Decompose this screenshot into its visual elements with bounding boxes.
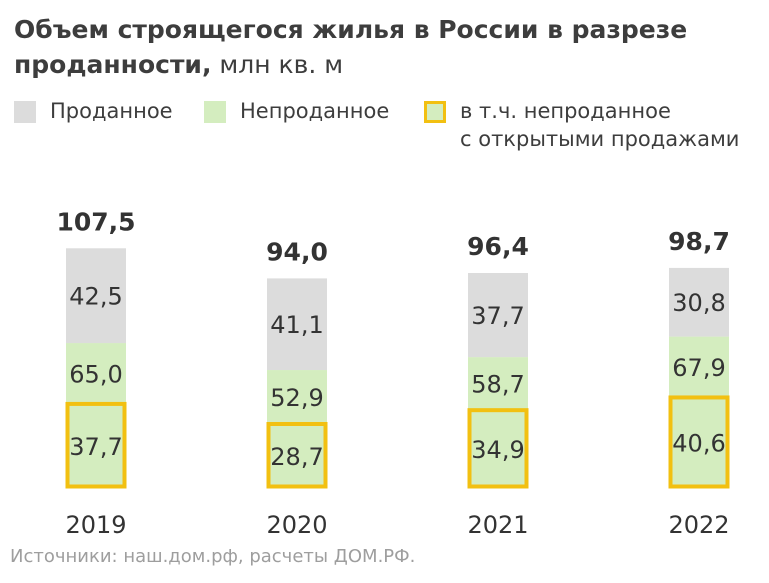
legend-label-unsold: Непроданное <box>240 99 390 123</box>
chart-title-unit: млн кв. м <box>219 50 344 79</box>
chart-title-text: Объем строящегося жилья в России в разре… <box>14 15 688 79</box>
legend-item-unsold-open-sales: в т.ч. непроданное с открытыми продажами <box>424 97 739 153</box>
label-open-sales-2022: 40,6 <box>672 430 725 458</box>
label-sold-2019: 42,5 <box>69 283 122 311</box>
legend-swatch-unsold-open-sales <box>424 101 446 123</box>
source-note: Источники: наш.дом.рф, расчеты ДОМ.РФ. <box>10 546 416 567</box>
bar-sold-2022 <box>669 267 729 337</box>
bar-open-sales-outline-2020 <box>266 421 328 489</box>
x-tick-2019: 2019 <box>65 511 126 539</box>
chart-title: Объем строящегося жилья в России в разре… <box>14 12 759 82</box>
bar-unsold-2020 <box>267 370 327 488</box>
bar-sold-2021 <box>468 273 528 358</box>
x-tick-2022: 2022 <box>668 511 729 539</box>
bar-sold-2020 <box>267 278 327 371</box>
bar-unsold-2019 <box>66 343 126 488</box>
label-total-2019: 107,5 <box>56 207 135 236</box>
label-open-sales-2020: 28,7 <box>270 443 323 471</box>
label-sold-2022: 30,8 <box>672 289 725 317</box>
bar-unsold-2022 <box>669 336 729 488</box>
label-open-sales-2021: 34,9 <box>471 436 524 464</box>
legend-swatch-unsold <box>204 101 226 123</box>
bar-unsold-2021 <box>468 357 528 488</box>
label-open-sales-2019: 37,7 <box>69 433 122 461</box>
legend-item-sold: Проданное <box>14 97 173 125</box>
bar-open-sales-outline-2022 <box>668 395 730 489</box>
legend-item-unsold: Непроданное <box>204 97 389 125</box>
x-tick-2021: 2021 <box>467 511 528 539</box>
label-unsold-2019: 65,0 <box>69 360 122 388</box>
bar-open-sales-outline-2019 <box>65 401 127 489</box>
label-total-2022: 98,7 <box>668 227 730 256</box>
label-sold-2020: 41,1 <box>270 311 323 339</box>
label-total-2021: 96,4 <box>467 232 529 261</box>
legend: Проданное Непроданное в т.ч. непроданное… <box>14 97 764 167</box>
label-unsold-2020: 52,9 <box>270 384 323 412</box>
x-tick-2020: 2020 <box>266 511 327 539</box>
legend-label-unsold-open-sales: в т.ч. непроданное с открытыми продажами <box>460 99 740 151</box>
label-sold-2021: 37,7 <box>471 302 524 330</box>
label-unsold-2022: 67,9 <box>672 354 725 382</box>
label-total-2020: 94,0 <box>266 237 328 266</box>
label-unsold-2021: 58,7 <box>471 371 524 399</box>
legend-label-sold: Проданное <box>50 99 173 123</box>
bar-open-sales-outline-2021 <box>467 408 529 489</box>
legend-swatch-sold <box>14 101 36 123</box>
bar-sold-2019 <box>66 248 126 344</box>
